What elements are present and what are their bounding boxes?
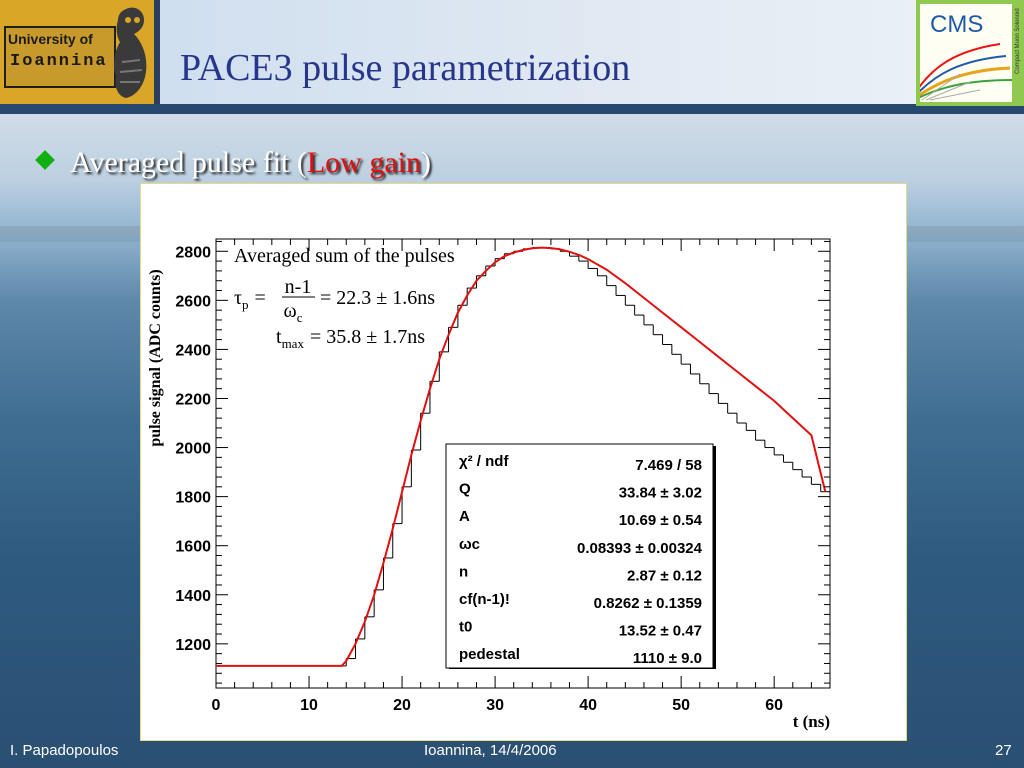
cms-detector-icon	[920, 43, 1012, 101]
cms-logo-text: CMS	[930, 11, 984, 38]
pulse-fit-chart: 0 10 20 30 40 50 60 1200 1400 1600 1800 2000 2200 24…	[139, 182, 908, 742]
chart-panel: 0 10 20 30 40 50 60 1200 1400 1600 1800 2000 2200 24…	[139, 182, 908, 742]
y-tick-label: 2400	[175, 342, 211, 359]
y-axis-label: pulse signal (ADC counts)	[147, 269, 164, 446]
y-tick-label: 2600	[175, 293, 211, 310]
svg-text:τp=: τp =	[234, 287, 266, 312]
svg-text:ωc: ωc	[284, 300, 303, 325]
y-tick-label: 2800	[175, 244, 211, 261]
cms-logo-panel: CMS	[920, 4, 1012, 102]
stats-row-value: 10.69 ± 0.54	[619, 512, 703, 529]
stats-row-name: χ² / ndf	[459, 453, 509, 470]
bullet-line: Averaged pulse fit (Low gain)	[35, 146, 431, 180]
bullet-highlight: Low gain	[306, 146, 421, 179]
stats-row-name: n	[459, 563, 468, 580]
stats-panel	[445, 443, 714, 669]
x-axis-label: t (ns)	[793, 712, 830, 731]
x-tick-label: 50	[672, 697, 690, 714]
stats-row-value: 0.08393 ± 0.00324	[577, 540, 703, 557]
y-tick-label: 2200	[175, 391, 211, 408]
stats-row-value: 1110 ± 9.0	[633, 650, 702, 667]
cms-side-text-graphic: Compact Muon Solenoid	[1015, 8, 1021, 74]
y-tick-label: 2000	[175, 441, 211, 458]
tmax-formula: tmax = 35.8 ± 1.7ns	[276, 326, 425, 351]
tau-formula: τp = n-1 ωc = 22.3 ± 1.6ns	[234, 276, 435, 325]
y-tick-label: 1800	[175, 490, 211, 507]
tmax-value: = 35.8 ± 1.7ns	[310, 326, 425, 348]
title-rule	[0, 104, 1024, 114]
logo-line2: Ioannina	[10, 52, 108, 71]
footer-page-number: 27	[995, 742, 1012, 759]
bullet-text-before: Averaged pulse fit (	[70, 146, 307, 179]
x-tick-label: 30	[486, 697, 504, 714]
university-logo: University of Ioannina	[0, 0, 160, 104]
bullet-text-after: )	[421, 146, 431, 179]
stats-row-value: 33.84 ± 3.02	[619, 485, 702, 502]
y-tick-label: 1400	[175, 588, 211, 605]
diamond-bullet-icon	[35, 150, 55, 170]
cms-logo: CMS Compact Muon Solenoid	[916, 0, 1024, 106]
stats-row-name: t0	[459, 619, 472, 636]
stats-row-name: pedestal	[459, 646, 520, 663]
x-tick-label: 10	[300, 697, 318, 714]
tmax-symbol: t	[276, 326, 282, 348]
cms-side-text: Compact Muon Solenoid	[1015, 8, 1021, 74]
fit-series	[216, 246, 827, 667]
x-tick-label: 60	[765, 697, 783, 714]
tau-symbol: τ	[234, 287, 242, 309]
slide-title: PACE3 pulse parametrization	[180, 47, 631, 89]
x-tick-label: 40	[579, 697, 597, 714]
tau-subscript: p	[242, 297, 249, 312]
fit-curve	[216, 246, 827, 667]
frac-numerator: n-1	[285, 276, 312, 298]
stats-row-value: 0.8262 ± 0.1359	[594, 595, 702, 612]
annotation-label: Averaged sum of the pulses	[234, 245, 455, 267]
owl-emblem-icon	[113, 7, 147, 98]
y-tick-label: 1600	[175, 539, 211, 556]
logo-line1: University of	[8, 31, 93, 47]
stats-row-name: Q	[459, 481, 471, 498]
tmax-subscript: max	[282, 336, 305, 351]
fit-stats-box: χ² / ndf 7.469 / 58 Q 33.84 ± 3.02 A 10.69 ± …	[445, 443, 716, 669]
title-bar	[0, 0, 1024, 104]
tau-value: = 22.3 ± 1.6ns	[320, 287, 435, 309]
footer-author: I. Papadopoulos	[10, 742, 119, 759]
x-tick-label: 0	[212, 697, 221, 714]
stats-row-value: 2.87 ± 0.12	[627, 567, 702, 584]
stats-row-name: ωc	[459, 536, 480, 553]
frac-denominator-sub: c	[297, 310, 303, 325]
stats-row-value: 7.469 / 58	[635, 457, 702, 474]
y-axis-ticks: 1200 1400 1600 1800 2000 2200 2400 2600 2800	[175, 240, 830, 684]
x-axis-ticks: 0 10 20 30 40 50 60	[212, 239, 831, 714]
frac-denominator: ω	[284, 300, 297, 322]
plot-frame	[215, 238, 831, 689]
y-tick-label: 1200	[175, 637, 211, 654]
footer-place-date: Ioannina, 14/4/2006	[424, 742, 557, 759]
stats-row-name: cf(n-1)!	[459, 591, 510, 608]
stats-row-value: 13.52 ± 0.47	[619, 623, 702, 640]
x-tick-label: 20	[393, 697, 411, 714]
stats-row-name: A	[459, 508, 470, 525]
stats-rows: χ² / ndf 7.469 / 58 Q 33.84 ± 3.02 A 10.69 ± …	[459, 453, 703, 667]
